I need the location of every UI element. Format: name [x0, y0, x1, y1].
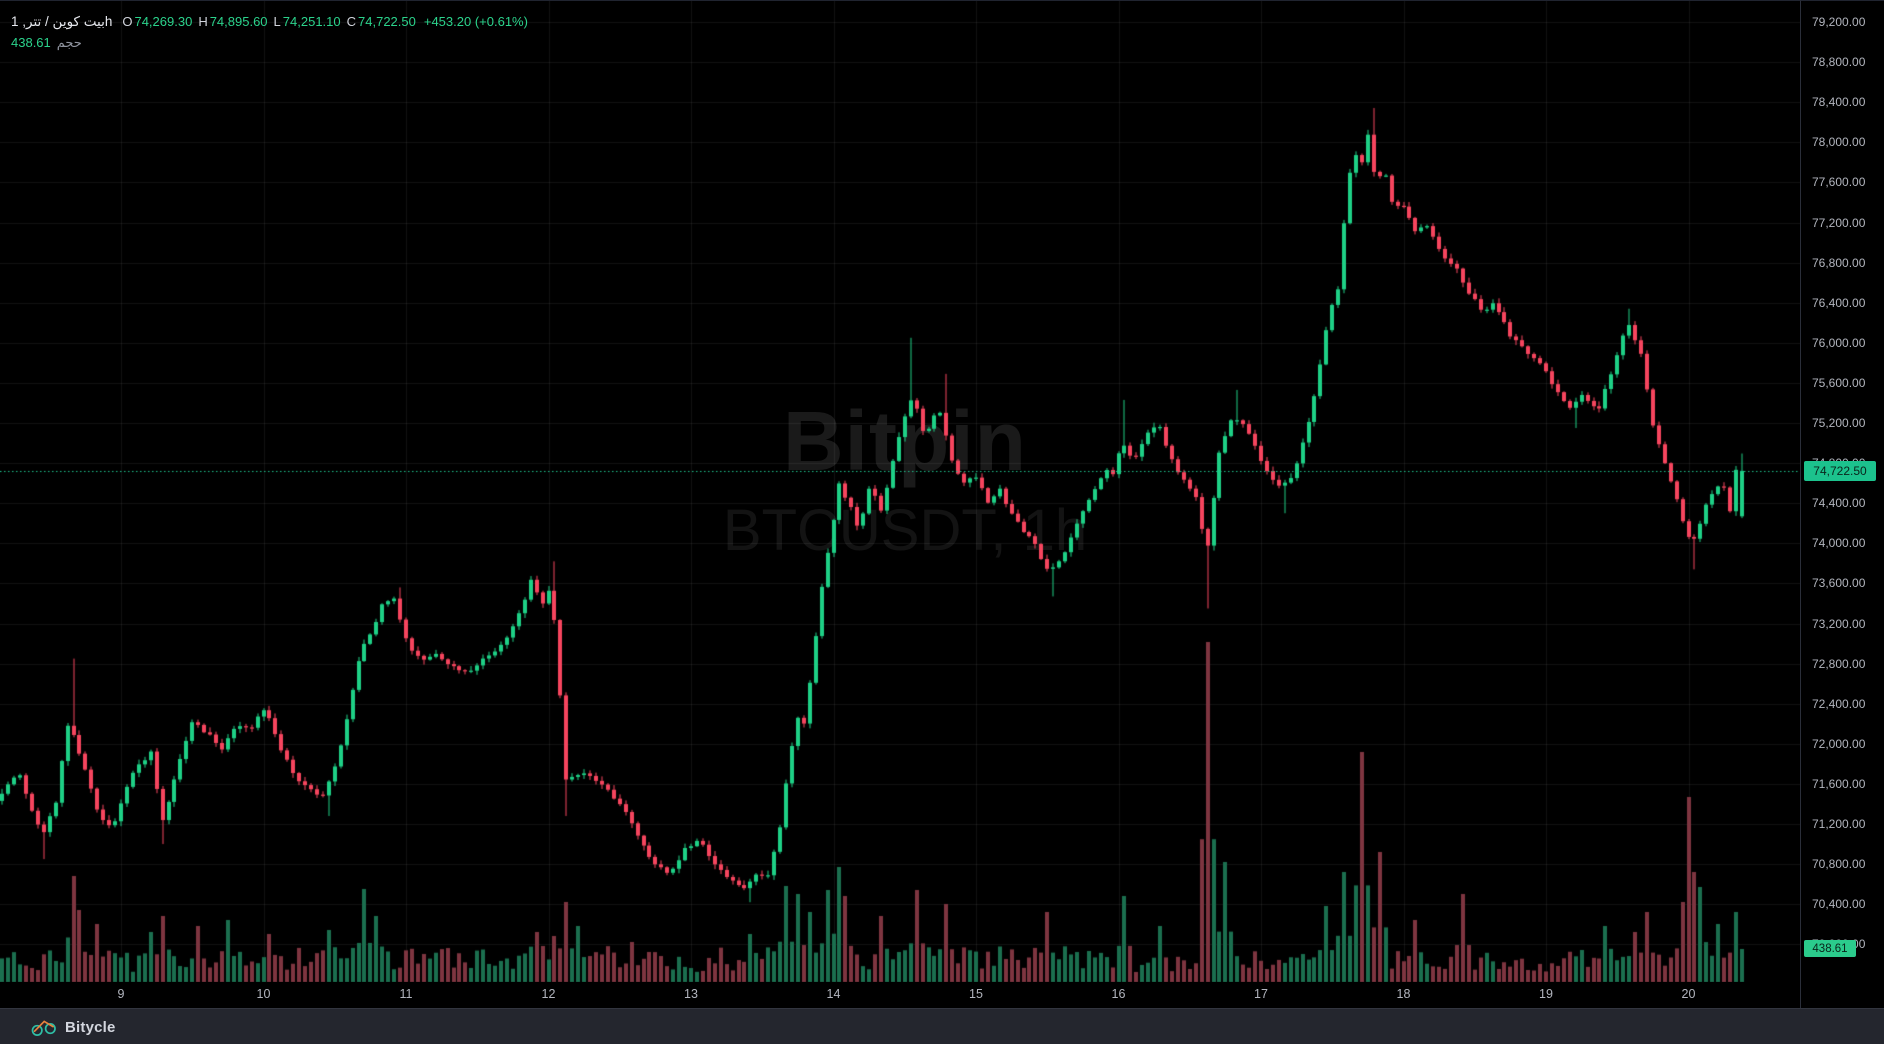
footer-bar: Bitycle [0, 1008, 1884, 1044]
brand-logo[interactable]: Bitycle [31, 1018, 116, 1037]
price-tick-label: 74,400.00 [1812, 496, 1866, 511]
time-tick-label: 15 [969, 987, 983, 1001]
ohlc-close-value: 74,722.50 [358, 14, 416, 29]
time-tick-label: 17 [1254, 987, 1268, 1001]
time-tick-label: 14 [826, 987, 841, 1001]
time-tick-label: 20 [1681, 987, 1696, 1001]
volume-value: 438.61 [11, 35, 51, 50]
price-tick-label: 76,000.00 [1812, 335, 1866, 350]
time-tick-label: 12 [541, 987, 556, 1001]
time-tick-label: 16 [1111, 987, 1126, 1001]
price-tick-label: 71,600.00 [1812, 776, 1866, 791]
price-tick-label: 75,200.00 [1812, 416, 1866, 430]
time-tick-label: 19 [1539, 987, 1553, 1001]
price-tick-label: 72,000.00 [1812, 736, 1866, 751]
candlestick-canvas[interactable] [0, 1, 1800, 983]
time-tick-label: 11 [399, 987, 413, 1001]
brand-name: Bitycle [65, 1018, 116, 1036]
symbol-title[interactable]: بيت كوين / تتر, 1h [11, 14, 113, 29]
price-tick-label: 71,200.00 [1812, 817, 1866, 831]
price-tick-label: 72,800.00 [1812, 656, 1866, 671]
volume-series-label[interactable]: حجم [56, 35, 82, 50]
price-axis[interactable]: 79,200.00 78,800.00 78,400.00 78,000.00 77,6… [1800, 0, 1884, 1009]
ohlc-low-value: 74,251.10 [282, 14, 341, 29]
price-change: +453.20 (+0.61%) [423, 14, 528, 29]
ohlc-high-value: 74,895.60 [209, 14, 268, 29]
ohlc-open-label: O [122, 14, 133, 29]
price-tick-label: 73,600.00 [1812, 576, 1866, 591]
price-tick-label: 78,400.00 [1812, 95, 1866, 110]
volume-axis-label: 438.61 [1804, 940, 1856, 957]
price-tick-label: 78,800.00 [1812, 55, 1866, 70]
time-tick-label: 18 [1396, 987, 1411, 1001]
ohlc-close-label: C [346, 14, 357, 29]
legend-volume-row: 438.61 حجم [11, 32, 528, 53]
price-tick-label: 72,400.00 [1812, 696, 1866, 711]
ohlc-high: H 74,895.60 [198, 11, 267, 32]
price-tick-label: 70,800.00 [1812, 857, 1866, 872]
legend-ohlc-row: بيت كوين / تتر, 1h O 74,269.30 H 74,895.60… [11, 11, 528, 32]
price-tick-label: 78,000.00 [1812, 135, 1866, 150]
price-tick-label: 76,400.00 [1812, 295, 1866, 310]
price-tick-label: 75,600.00 [1812, 375, 1866, 390]
last-price-label: 74,722.50 [1804, 461, 1876, 481]
price-tick-label: 77,200.00 [1812, 215, 1866, 230]
price-tick-label: 79,200.00 [1812, 15, 1866, 29]
ohlc-open-value: 74,269.30 [134, 14, 193, 29]
price-tick-label: 73,200.00 [1812, 616, 1866, 631]
price-tick-label: 70,400.00 [1812, 897, 1866, 912]
price-tick-label: 74,000.00 [1812, 536, 1866, 551]
time-tick-label: 13 [684, 987, 698, 1001]
time-tick-label: 9 [117, 987, 125, 1001]
bitycle-logo-icon [31, 1018, 58, 1037]
chart-legend: بيت كوين / تتر, 1h O 74,269.30 H 74,895.60… [11, 11, 528, 53]
ohlc-low-label: L [273, 14, 281, 29]
time-tick-label: 10 [256, 987, 271, 1001]
time-axis[interactable]: 9 10 11 12 13 14 15 16 17 18 19 20 [0, 982, 1800, 1008]
chart-plot-area[interactable]: Bitpin BTCUSDT, 1h بيت كوين / تتر, 1h O7… [0, 0, 1800, 983]
ohlc-high-label: H [198, 14, 208, 29]
price-tick-label: 76,800.00 [1812, 255, 1866, 270]
price-tick-label: 77,600.00 [1812, 175, 1866, 190]
ohlc-close: C 74,722.50 [347, 11, 416, 32]
ohlc-open: O 74,269.30 [122, 11, 192, 32]
ohlc-low: L 74,251.10 [274, 11, 341, 32]
